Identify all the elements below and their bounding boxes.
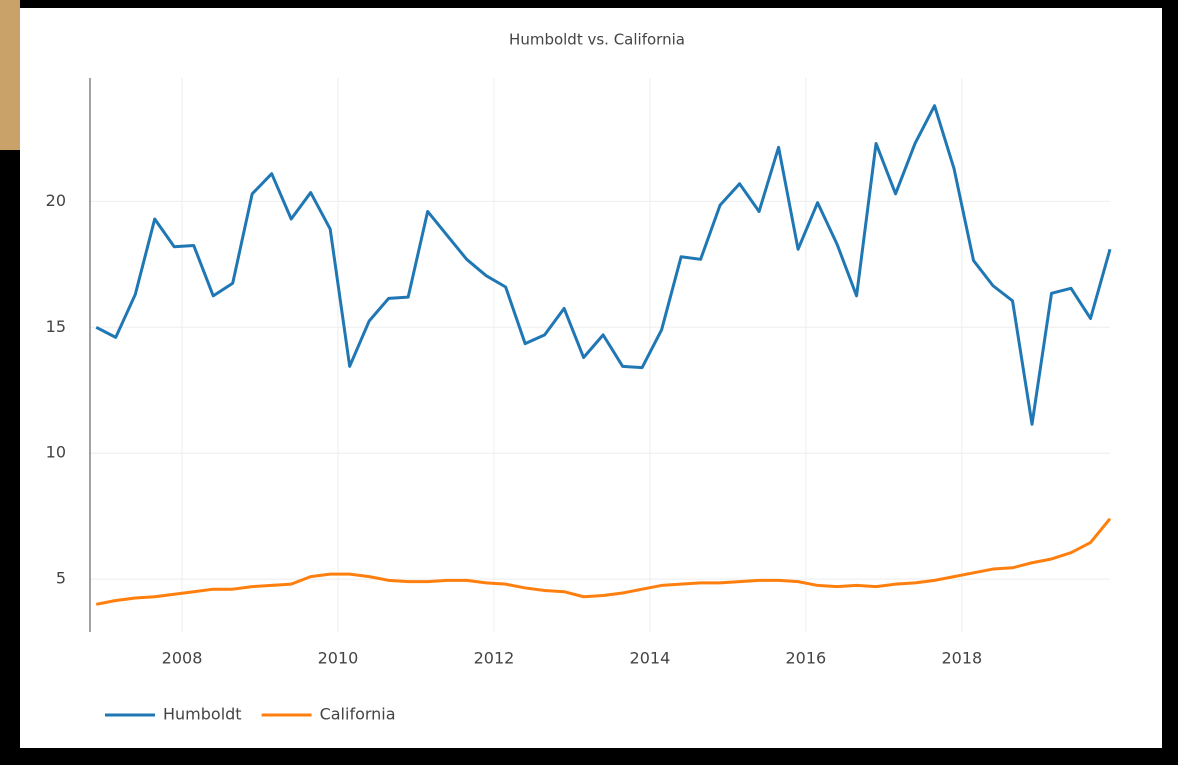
chart: Humboldt vs. California 2008201020122014…	[0, 0, 1178, 761]
y-tick-label: 20	[46, 191, 66, 210]
y-tick-label: 15	[46, 317, 66, 336]
x-tick-label: 2016	[786, 649, 827, 668]
legend-label: Humboldt	[163, 705, 242, 724]
chart-title: Humboldt vs. California	[509, 31, 685, 49]
x-tick-label: 2014	[630, 649, 671, 668]
page: {"chart_data": {"type": "line", "title":…	[0, 0, 1178, 761]
background-patch	[0, 0, 20, 150]
x-tick-label: 2008	[162, 649, 203, 668]
legend-label: California	[320, 705, 396, 724]
x-tick-label: 2010	[318, 649, 359, 668]
y-tick-label: 5	[56, 569, 66, 588]
x-tick-label: 2018	[941, 649, 982, 668]
panel	[20, 8, 1162, 748]
x-tick-label: 2012	[474, 649, 515, 668]
y-tick-label: 10	[46, 443, 66, 462]
